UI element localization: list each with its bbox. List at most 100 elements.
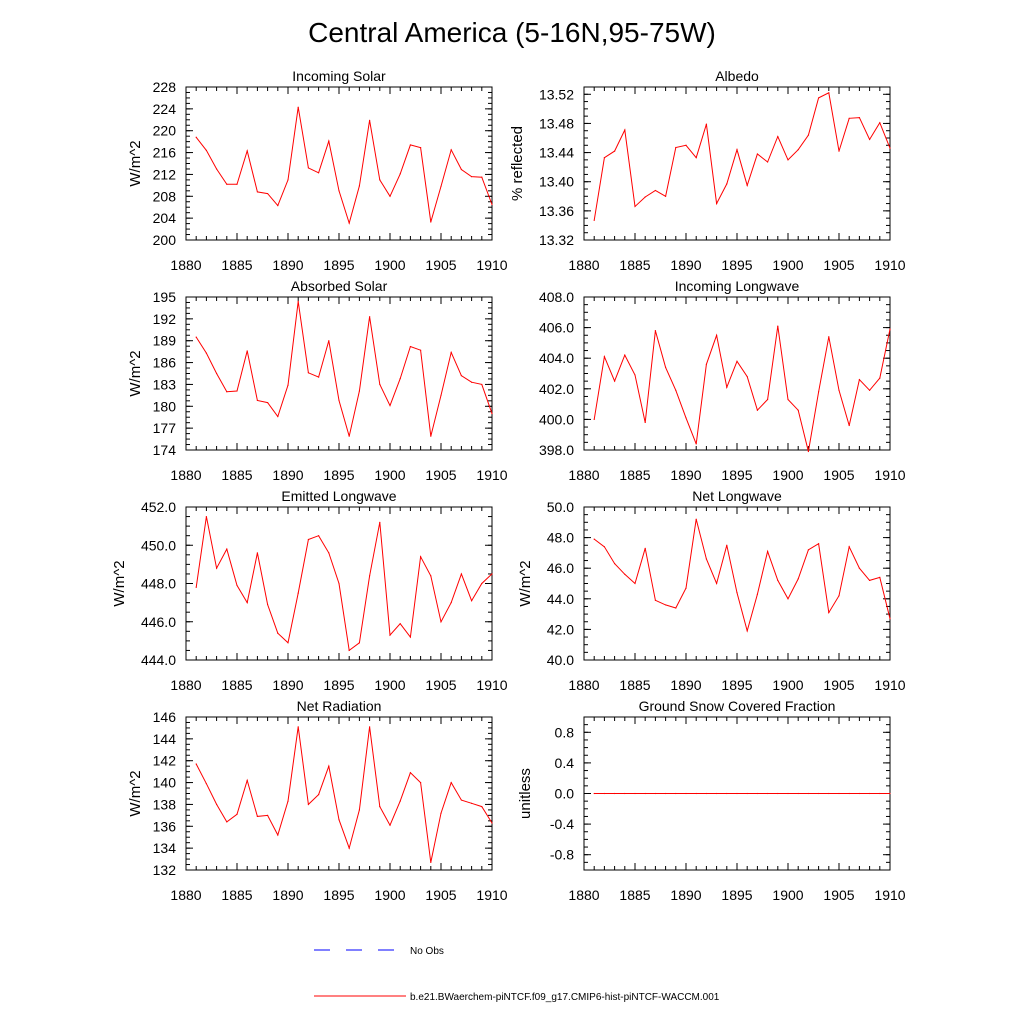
panel-albedo: 1880 1885 1890 1895 1900 1905 1910 13.32 13.36 13… (509, 68, 906, 273)
y-tick-label: 0.4 (555, 755, 575, 771)
data-point (807, 450, 810, 453)
x-tick-label: 1895 (323, 677, 354, 693)
data-point (440, 812, 442, 814)
data-point (603, 792, 606, 795)
plot-frame (583, 506, 891, 661)
y-tick-label: 0.0 (555, 786, 575, 802)
data-point (603, 157, 606, 159)
data-point (409, 144, 411, 146)
x-tick-label: 1880 (170, 887, 201, 903)
data-point (430, 861, 432, 863)
panel-title: Net Longwave (692, 488, 782, 504)
data-point (430, 435, 432, 437)
data-point (491, 573, 493, 575)
x-tick-label: 1910 (476, 257, 507, 273)
y-tick-label: 180 (153, 398, 177, 414)
data-point (195, 763, 197, 765)
data-point (777, 135, 779, 138)
data-point (675, 607, 677, 609)
data-point (705, 123, 708, 125)
data-point (277, 834, 279, 836)
x-tick-label: 1905 (425, 467, 456, 483)
panel-title: Albedo (715, 68, 759, 84)
data-point (236, 813, 238, 815)
y-tick-label: 174 (153, 442, 177, 458)
data-point (675, 389, 677, 391)
data-point (818, 97, 820, 99)
y-tick-label: 177 (153, 420, 177, 436)
data-point (869, 579, 871, 582)
data-point (869, 389, 871, 391)
y-tick-label: 220 (153, 123, 177, 139)
data-point (226, 391, 228, 393)
data-point (695, 518, 697, 520)
data-point (287, 642, 289, 644)
y-tick-label: 46.0 (547, 560, 574, 576)
y-tick-label: 134 (153, 840, 177, 856)
data-point (756, 593, 759, 595)
data-point (695, 157, 697, 159)
data-point (379, 383, 381, 386)
data-point (440, 185, 442, 188)
y-tick-label: -0.4 (550, 816, 574, 832)
data-point (216, 803, 218, 806)
x-tick-label: 1895 (721, 257, 752, 273)
data-point (777, 579, 779, 582)
data-point (685, 417, 687, 419)
data-point (624, 354, 626, 356)
data-point (705, 558, 708, 560)
y-tick-label: 400.0 (539, 411, 574, 427)
data-point (736, 360, 738, 362)
data-point (440, 394, 442, 396)
data-point (614, 380, 616, 382)
data-point (756, 409, 759, 411)
panel-title: Incoming Longwave (675, 278, 800, 294)
data-point (307, 803, 309, 806)
data-point (277, 632, 279, 634)
data-point (256, 191, 258, 193)
data-point (399, 378, 401, 380)
x-tick-label: 1910 (874, 677, 905, 693)
y-tick-label: 13.52 (539, 86, 574, 102)
data-point (205, 783, 207, 785)
data-point (777, 325, 779, 327)
data-point (369, 316, 371, 318)
data-point (348, 435, 350, 437)
data-point (828, 92, 830, 94)
data-point (460, 168, 462, 171)
data-point (205, 149, 207, 151)
data-point (675, 792, 677, 795)
x-tick-label: 1910 (874, 467, 905, 483)
data-point (644, 196, 646, 198)
data-point (848, 117, 850, 119)
series-line-model (195, 726, 493, 863)
data-point (409, 636, 411, 638)
series-line-model (195, 107, 493, 225)
data-point (746, 184, 748, 186)
data-point (267, 402, 269, 404)
data-point (420, 349, 422, 351)
data-point (420, 781, 422, 784)
data-point (246, 350, 248, 352)
data-point (246, 602, 248, 604)
plot-frame (185, 86, 493, 241)
data-point (389, 824, 391, 826)
y-tick-label: 402.0 (539, 381, 574, 397)
y-axis-label: W/m^2 (127, 350, 144, 396)
data-point (705, 792, 708, 795)
data-point (430, 221, 432, 223)
data-point (491, 822, 493, 824)
y-tick-label: 195 (153, 289, 177, 305)
x-tick-label: 1895 (721, 467, 752, 483)
data-point (644, 547, 646, 549)
y-tick-label: 186 (153, 355, 177, 371)
data-point (879, 576, 881, 578)
x-tick-label: 1890 (272, 467, 303, 483)
data-point (767, 550, 769, 552)
y-tick-label: 224 (153, 101, 177, 117)
data-point (756, 153, 759, 155)
data-point (869, 792, 871, 795)
panel-title: Ground Snow Covered Fraction (639, 698, 836, 714)
y-tick-label: 408.0 (539, 289, 574, 305)
x-tick-label: 1905 (823, 257, 854, 273)
